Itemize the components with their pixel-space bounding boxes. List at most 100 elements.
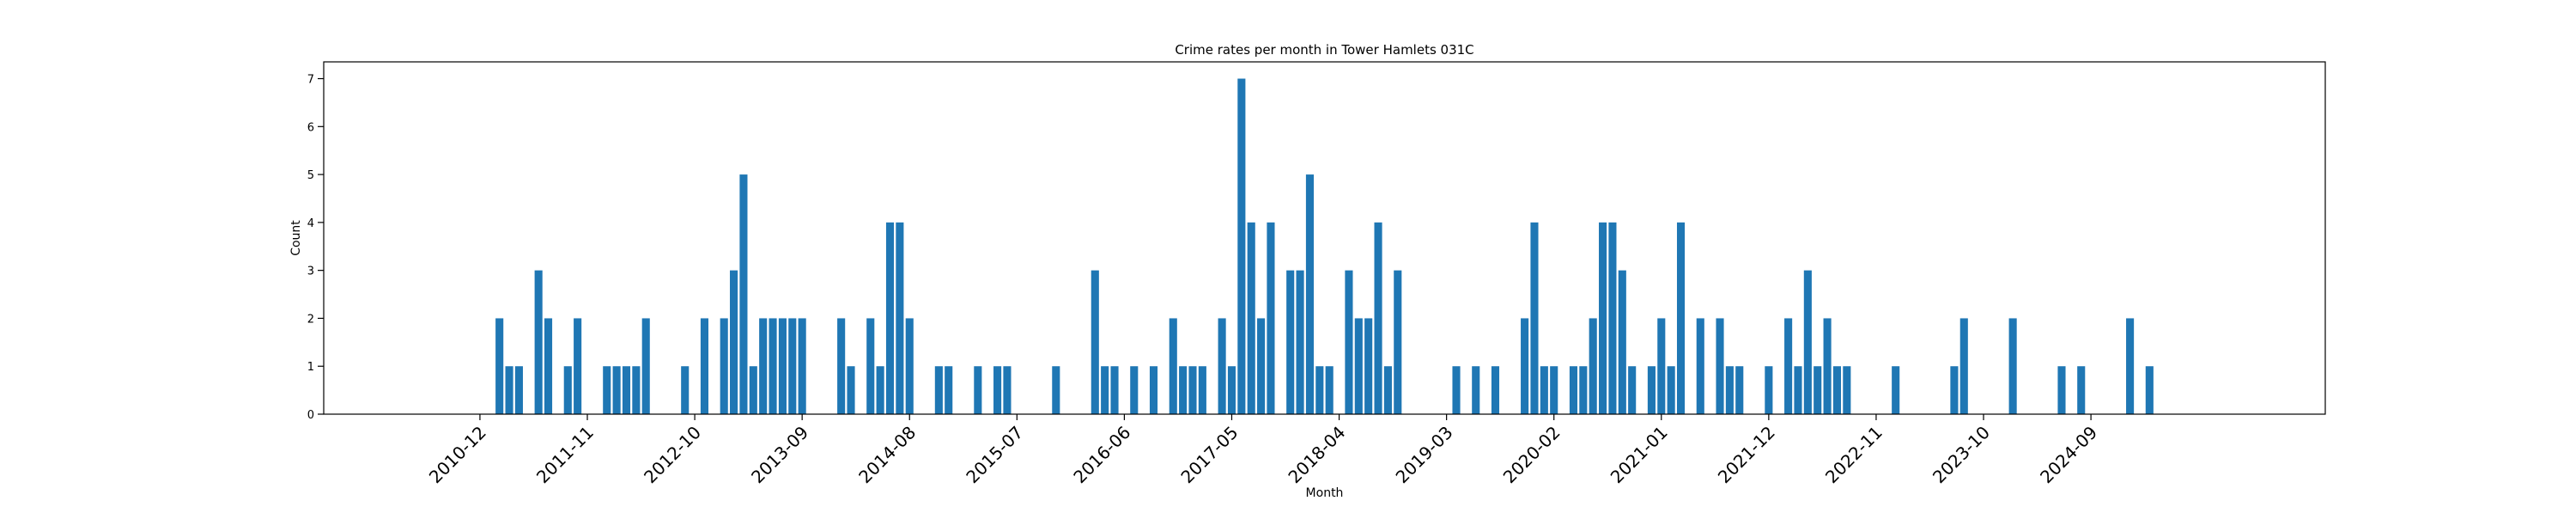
bar-2017-08 [1257, 318, 1266, 414]
bar-2016-11 [1169, 318, 1177, 414]
bar-2013-05 [759, 318, 768, 414]
bar-2021-03 [1676, 222, 1686, 414]
bar-2012-04 [632, 366, 641, 414]
bar-2013-02 [730, 270, 738, 414]
bar-2018-10 [1394, 270, 1402, 414]
x-tick-label: 2014-08 [854, 422, 920, 487]
bar-2024-01 [2008, 318, 2017, 414]
bar-2024-06 [2057, 366, 2066, 414]
bar-2020-05 [1579, 366, 1588, 414]
y-tick-label: 0 [307, 409, 314, 422]
bar-2018-01 [1305, 174, 1314, 414]
bar-2017-01 [1188, 366, 1197, 414]
bar-2015-06 [1003, 366, 1012, 414]
bar-2011-06 [534, 270, 543, 414]
bar-2021-02 [1667, 366, 1675, 414]
bar-2012-11 [700, 318, 709, 414]
bar-2018-06 [1354, 318, 1363, 414]
x-tick-label: 2021-01 [1607, 422, 1672, 487]
y-tick-label: 6 [307, 121, 314, 134]
bar-2016-12 [1179, 366, 1188, 414]
bar-2014-08 [905, 318, 914, 414]
bar-2011-09 [563, 366, 572, 414]
bar-2017-06 [1237, 78, 1246, 415]
bar-2012-05 [641, 318, 650, 414]
bar-2011-04 [514, 366, 523, 414]
bar-2020-07 [1599, 222, 1607, 414]
y-tick-label: 3 [307, 266, 314, 278]
bar-2016-09 [1149, 366, 1158, 414]
bar-2021-07 [1716, 318, 1724, 414]
bar-2020-10 [1628, 366, 1637, 414]
bar-2020-04 [1569, 366, 1578, 414]
bar-2022-07 [1832, 366, 1842, 414]
y-tick-label: 4 [307, 217, 314, 230]
bar-2025-01 [2126, 318, 2135, 414]
y-tick-label: 2 [307, 313, 314, 326]
bar-2018-03 [1325, 366, 1334, 414]
bar-2021-09 [1735, 366, 1744, 414]
x-tick-label: 2020-02 [1499, 422, 1564, 487]
bar-2015-05 [993, 366, 1002, 414]
bar-2012-09 [681, 366, 690, 414]
x-tick-label: 2018-04 [1285, 422, 1350, 487]
bar-2014-04 [866, 318, 875, 414]
bar-2023-08 [1959, 318, 1968, 414]
bar-2013-06 [769, 318, 777, 414]
bar-2014-05 [876, 366, 884, 414]
bar-2011-10 [574, 318, 582, 414]
bar-2022-03 [1794, 366, 1802, 414]
bar-2019-12 [1530, 222, 1539, 414]
bar-2017-12 [1296, 270, 1304, 414]
bar-2020-09 [1618, 270, 1626, 414]
bar-2019-04 [1452, 366, 1461, 414]
bar-2018-09 [1383, 366, 1392, 414]
bar-2017-07 [1247, 222, 1255, 414]
bar-2013-04 [749, 366, 757, 414]
bar-2015-11 [1052, 366, 1060, 414]
bar-2014-11 [934, 366, 943, 414]
y-tick-label: 5 [307, 169, 314, 182]
x-axis: 2010-12 2011-11 2012-10 2013-09 2014-08 2015-… [425, 414, 2101, 487]
x-tick-label: 2011-11 [532, 422, 598, 487]
bar-2016-04 [1101, 366, 1109, 414]
y-tick-label: 1 [307, 361, 314, 374]
bar-2017-05 [1227, 366, 1236, 414]
bar-2015-03 [974, 366, 982, 414]
bar-2011-07 [544, 318, 553, 414]
bar-2021-01 [1657, 318, 1666, 414]
bar-2016-05 [1110, 366, 1119, 414]
x-tick-label: 2022-11 [1821, 422, 1886, 487]
bar-2022-05 [1814, 366, 1822, 414]
bar-2012-01 [603, 366, 611, 414]
bar-2019-06 [1472, 366, 1480, 414]
bar-2020-12 [1647, 366, 1656, 414]
bar-2012-03 [622, 366, 631, 414]
bar-2013-07 [778, 318, 787, 414]
bar-2017-09 [1267, 222, 1275, 414]
bar-2018-02 [1315, 366, 1324, 414]
bar-2020-02 [1550, 366, 1558, 414]
x-tick-label: 2015-07 [962, 422, 1027, 487]
chart-title: Crime rates per month in Tower Hamlets 0… [1175, 42, 1473, 58]
bar-2014-07 [896, 222, 904, 414]
x-tick-label: 2010-12 [425, 422, 490, 487]
x-tick-label: 2013-09 [747, 422, 812, 487]
bar-2021-05 [1696, 318, 1704, 414]
bar-2024-08 [2077, 366, 2086, 414]
x-axis-label: Month [1306, 486, 1344, 500]
bar-2014-06 [885, 222, 895, 414]
bar-2023-01 [1892, 366, 1900, 414]
bar-2018-08 [1374, 222, 1382, 414]
bar-2013-09 [798, 318, 806, 414]
bar-2016-07 [1130, 366, 1139, 414]
bar-2013-08 [788, 318, 797, 414]
bar-2022-02 [1784, 318, 1793, 414]
bar-2020-01 [1540, 366, 1548, 414]
bar-2020-06 [1589, 318, 1597, 414]
x-tick-label: 2016-06 [1069, 422, 1134, 487]
bar-2023-07 [1950, 366, 1959, 414]
bars-layer [495, 78, 2154, 415]
bar-2017-04 [1218, 318, 1226, 414]
